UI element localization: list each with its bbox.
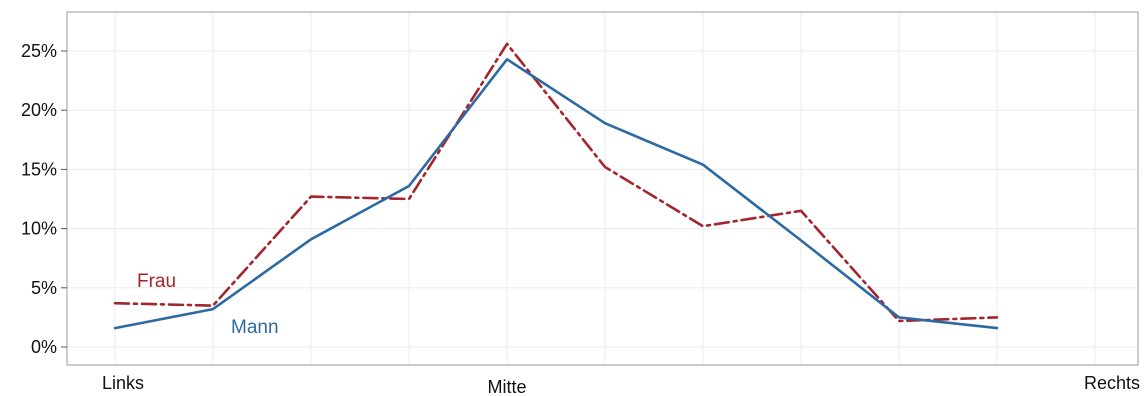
series-line-mann [113,57,999,330]
x-axis: Links Mitte Rechts [102,373,1140,396]
x-tick-label: Mitte [487,377,526,396]
y-tick-label: 5% [31,278,57,298]
y-axis: 0% 5% 10% 15% 20% 25% [21,41,67,357]
y-tick-label: 0% [31,337,57,357]
grid [67,12,1138,365]
x-tick-label: Rechts [1084,373,1140,393]
y-tick-label: 20% [21,100,57,120]
series-label-mann: Mann [231,317,279,338]
series-line-frau [113,42,999,323]
y-tick-label: 15% [21,159,57,179]
y-tick-label: 25% [21,41,57,61]
series-labels: Frau Mann [137,271,279,338]
plot-frame [66,11,1139,366]
series-group [113,42,999,330]
series-label-frau: Frau [137,271,176,292]
x-tick-label: Links [102,373,144,393]
y-tick-label: 10% [21,219,57,239]
